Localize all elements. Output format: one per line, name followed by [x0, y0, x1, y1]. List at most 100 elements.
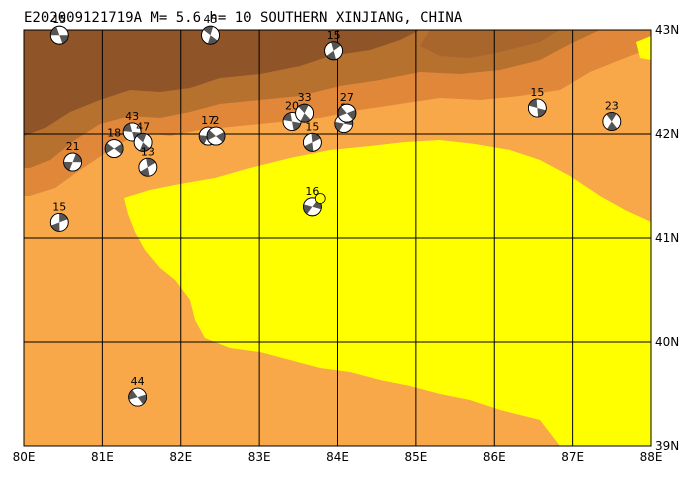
beachball-quadrant	[346, 109, 356, 120]
beachball-rim	[324, 41, 343, 61]
beachball-rim	[527, 98, 547, 118]
focal-mechanism: 15	[303, 120, 322, 152]
beachball-quadrant	[114, 143, 124, 155]
beachball-rim	[133, 132, 153, 152]
depth-label: 20	[285, 100, 299, 113]
depth-label: 13	[141, 145, 155, 158]
beachball-rim	[337, 103, 357, 123]
focal-mechanism: 23	[602, 100, 622, 131]
focal-mechanism: 47	[133, 120, 153, 152]
beachball-quadrant	[59, 35, 69, 44]
focal-mechanism: 33	[295, 91, 314, 123]
beachball-rim	[49, 212, 69, 232]
beachball-quadrant	[50, 26, 60, 36]
y-tick-label: 43N	[655, 23, 679, 37]
y-tick-label: 42N	[655, 127, 679, 141]
beachball-rim	[63, 152, 82, 172]
beachball-rim	[138, 157, 158, 177]
beachball-quadrant	[63, 161, 73, 171]
beachball-quadrant	[137, 394, 147, 405]
beachball-quadrant	[123, 123, 133, 132]
map-frame	[23, 29, 652, 447]
x-tick-label: 84E	[326, 450, 349, 464]
desert-region	[124, 140, 651, 446]
x-tick-label: 86E	[483, 450, 506, 464]
depth-label: 15	[327, 29, 341, 42]
x-tick-label: 80E	[13, 450, 36, 464]
depth-label: 44	[131, 375, 145, 388]
depth-label: 16	[305, 185, 319, 198]
beachball-quadrant	[337, 106, 347, 117]
beachball-rim	[104, 139, 124, 158]
depth-label: 43	[125, 110, 139, 123]
y-tick-label: 39N	[655, 439, 679, 453]
beachball-quadrant	[207, 35, 218, 45]
y-axis-labels: 43N 42N 41N 40N 39N	[655, 23, 679, 453]
beachball-rim	[201, 25, 220, 45]
beachball-quadrant	[283, 112, 293, 122]
beachball-quadrant	[207, 129, 217, 141]
beachball-rim	[122, 122, 142, 142]
depth-label: 15	[305, 120, 319, 133]
focal-mechanism: 45	[201, 13, 220, 45]
depth-label: 27	[340, 91, 354, 104]
beachball-quadrant	[216, 131, 226, 143]
beachball-quadrant	[72, 153, 82, 163]
focal-mechanism: 27	[337, 91, 357, 123]
focal-mechanism: 44	[128, 375, 148, 407]
depth-label: 18	[107, 127, 121, 140]
beachball-rim	[295, 103, 314, 123]
depth-label: 15	[530, 86, 544, 99]
graticule	[24, 30, 651, 446]
focal-mechanism: 15	[49, 13, 69, 45]
x-tick-label: 87E	[561, 450, 584, 464]
beachball-quadrant	[528, 99, 538, 108]
plot-area	[24, 30, 651, 446]
beachball-quadrant	[292, 121, 301, 131]
depth-label: 47	[136, 120, 150, 133]
beachball-quadrant	[326, 50, 337, 60]
depth-label: 2	[213, 114, 220, 127]
focal-mechanism: 13	[138, 145, 158, 177]
map-title: E202009121719A M= 5.6 h= 10 SOUTHERN XIN…	[24, 10, 463, 26]
beachball-quadrant	[537, 108, 547, 117]
peak-band	[24, 30, 420, 136]
y-tick-label: 40N	[655, 335, 679, 349]
peak-band-east	[420, 30, 560, 58]
focal-mechanism: 15	[49, 200, 69, 232]
beachball-rim	[303, 132, 322, 152]
x-tick-label: 82E	[169, 450, 192, 464]
depth-label: 17	[201, 114, 215, 127]
depth-label: 45	[204, 13, 218, 26]
depth-label: 21	[66, 140, 80, 153]
depth-label: 33	[298, 91, 312, 104]
x-tick-label: 85E	[404, 450, 427, 464]
beachball-quadrant	[128, 389, 138, 400]
x-tick-label: 81E	[91, 450, 114, 464]
epicenter-marker	[314, 193, 326, 204]
beachball-quadrant	[105, 143, 115, 154]
beachball-rim	[49, 25, 69, 45]
beachball-quadrant	[606, 112, 617, 122]
focal-mechanism: 21	[63, 140, 82, 172]
beachball-quadrant	[139, 142, 150, 152]
desert-patch-north	[636, 36, 651, 60]
beachball-quadrant	[136, 133, 147, 143]
beachball-rim	[128, 387, 148, 407]
focal-mechanism: 2	[206, 114, 226, 146]
focal-mechanism: 18	[104, 127, 124, 158]
x-axis-labels: 80E 81E 82E 83E 84E 85E 86E 87E 88E	[13, 450, 663, 464]
x-tick-label: 83E	[248, 450, 271, 464]
beachball-quadrant	[607, 121, 618, 131]
focal-mechanism: 15	[324, 29, 343, 61]
depth-label: 15	[52, 13, 66, 26]
beachball-quadrant	[59, 213, 68, 223]
beachball-rim	[206, 126, 226, 146]
x-tick-label: 88E	[640, 450, 663, 464]
beachball-quadrant	[50, 222, 60, 232]
beachball-quadrant	[300, 113, 311, 123]
beachball-rim	[602, 112, 622, 131]
beachball-rim	[303, 197, 322, 217]
